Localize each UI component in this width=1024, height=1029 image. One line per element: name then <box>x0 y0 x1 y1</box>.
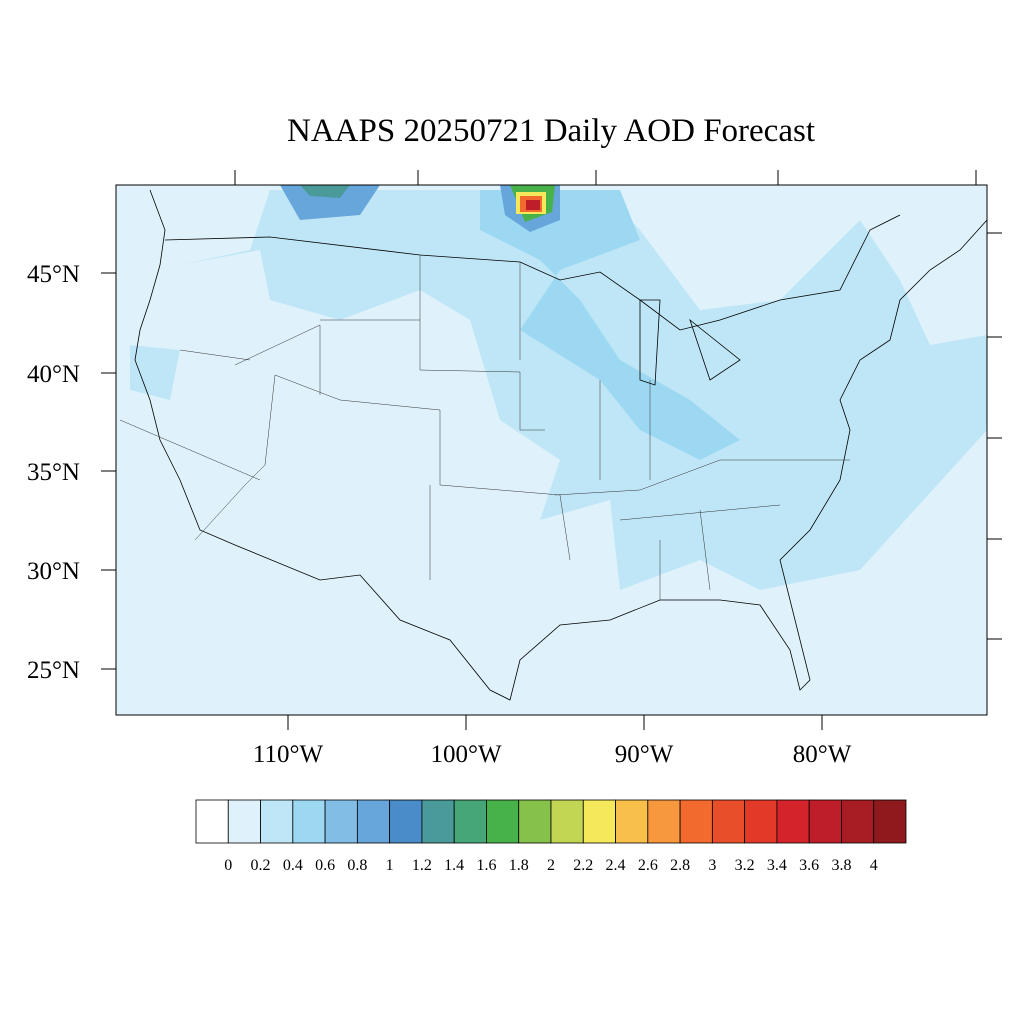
colorbar-label: 2.2 <box>573 857 593 874</box>
colorbar-label: 2 <box>547 857 555 874</box>
aod-shading <box>480 190 740 460</box>
colorbar-label: 2.6 <box>638 857 658 874</box>
lat-label: 25°N <box>27 657 80 684</box>
colorbar-label: 3 <box>708 857 716 874</box>
colorbar-label: 1.2 <box>412 857 432 874</box>
colorbar-box <box>744 799 778 844</box>
colorbar-box <box>647 799 681 844</box>
aod-shading <box>130 345 180 400</box>
colorbar-box <box>776 799 810 844</box>
aod-shading <box>180 190 987 590</box>
colorbar-label: 4 <box>870 857 878 874</box>
colorbar-box <box>841 799 875 844</box>
colorbar-label: 1 <box>386 857 394 874</box>
map-frame <box>115 184 988 716</box>
colorbar-box <box>582 799 616 844</box>
colorbar-box <box>453 799 487 844</box>
colorbar-box <box>227 799 261 844</box>
colorbar-label: 3.8 <box>831 857 851 874</box>
colorbar-box <box>292 799 326 844</box>
colorbar-label: 0.6 <box>315 857 335 874</box>
colorbar-label: 1.4 <box>444 857 464 874</box>
colorbar-label: 3.4 <box>767 857 787 874</box>
colorbar-box <box>679 799 713 844</box>
colorbar-label: 3.2 <box>735 857 755 874</box>
colorbar-box <box>195 799 229 844</box>
colorbar-box <box>873 799 907 844</box>
colorbar-box <box>615 799 649 844</box>
aod-shading <box>526 200 540 210</box>
colorbar-box <box>550 799 584 844</box>
colorbar-label: 1.8 <box>509 857 529 874</box>
colorbar-label: 2.4 <box>606 857 626 874</box>
lat-label: 45°N <box>27 261 80 288</box>
coastline <box>134 189 987 701</box>
lat-label: 35°N <box>27 459 80 486</box>
state-lines <box>119 255 850 600</box>
colorbar-label: 2.8 <box>670 857 690 874</box>
colorbar-label: 0 <box>224 857 232 874</box>
axis-labels: 45°N 40°N 35°N 30°N 25°N 110°W 100°W 90°W 80°W <box>27 261 852 768</box>
lon-label: 80°W <box>793 741 852 768</box>
colorbar-box <box>389 799 423 844</box>
title: NAAPS 20250721 Daily AOD Forecast <box>287 113 815 149</box>
map <box>115 170 1002 716</box>
colorbar-box <box>324 799 358 844</box>
colorbar-box <box>711 799 746 844</box>
colorbar-box <box>356 799 391 844</box>
frame-ticks <box>234 170 1002 640</box>
lon-label: 110°W <box>253 741 324 768</box>
colorbar-box <box>421 799 455 844</box>
colorbar: 0 0.2 0.4 0.6 0.8 1 1.2 1.4 1.6 1.8 2 2.2 2.4 2.6 2.8 3… <box>195 799 907 874</box>
lakes <box>639 299 741 386</box>
lat-label: 30°N <box>27 558 80 585</box>
colorbar-box <box>486 799 520 844</box>
aod-shading <box>300 185 350 198</box>
colorbar-label: 0.8 <box>347 857 367 874</box>
aod-shading <box>280 185 380 220</box>
colorbar-box <box>808 799 842 844</box>
colorbar-box <box>260 799 294 844</box>
lat-label: 40°N <box>27 361 80 388</box>
lon-label: 90°W <box>615 741 674 768</box>
colorbar-box <box>518 799 552 844</box>
lon-label: 100°W <box>430 741 501 768</box>
colorbar-label: 0.2 <box>251 857 271 874</box>
colorbar-label: 3.6 <box>799 857 819 874</box>
colorbar-label: 0.4 <box>283 857 303 874</box>
colorbar-label: 1.6 <box>476 857 496 874</box>
